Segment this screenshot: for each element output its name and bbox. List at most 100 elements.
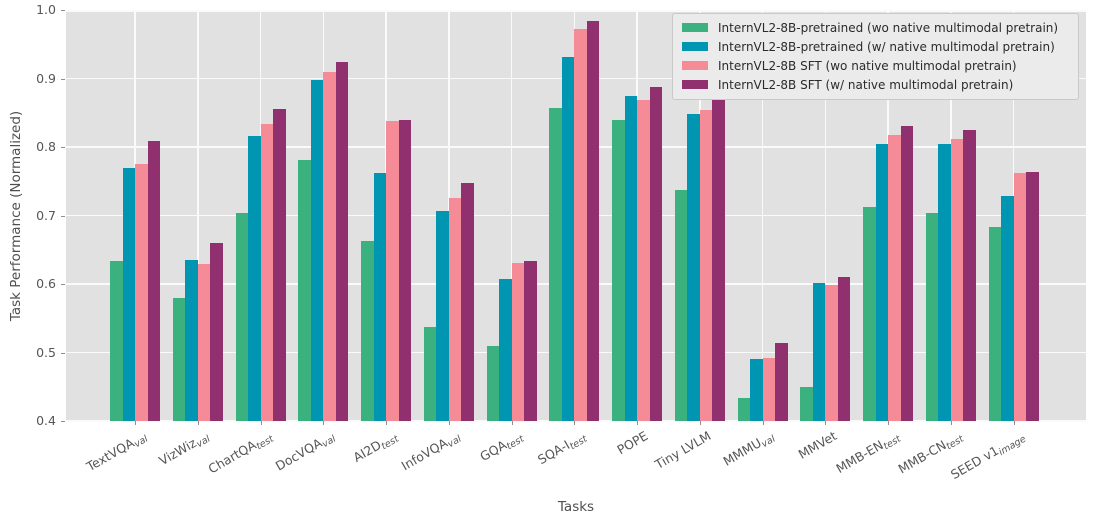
x-tick-label-subscript: image	[997, 433, 1029, 458]
x-tick-label-base: Tiny LVLM	[652, 428, 714, 472]
y-tick-mark	[61, 284, 65, 285]
x-tick-label: TextVQAval	[84, 428, 150, 476]
x-tick-label-base: MMB-CN	[895, 437, 949, 477]
bar	[273, 109, 286, 421]
x-gridline	[510, 10, 513, 421]
bar	[825, 285, 838, 421]
bar	[699, 110, 713, 421]
legend-item: InternVL2-8B SFT (w/ native multimodal p…	[682, 75, 1072, 94]
bar	[963, 129, 976, 421]
legend-item: InternVL2-8B SFT (wo native multimodal p…	[682, 56, 1072, 75]
x-tick-label: POPE	[615, 428, 651, 457]
x-tick-label-base: GQA	[477, 437, 510, 465]
x-tick-mark	[135, 421, 136, 425]
bar	[335, 62, 349, 421]
bar	[674, 190, 688, 421]
bar	[361, 240, 374, 421]
bar	[800, 387, 813, 421]
x-axis-label: Tasks	[557, 499, 595, 515]
bar	[586, 20, 600, 421]
x-gridline	[761, 10, 764, 421]
bar	[863, 207, 876, 421]
bar	[436, 211, 449, 421]
y-tick-label: 0.8	[36, 139, 56, 154]
bar	[1001, 196, 1014, 421]
bar	[260, 124, 273, 421]
bar	[1026, 171, 1039, 421]
bar	[812, 283, 826, 421]
legend-swatch	[682, 60, 708, 71]
legend-item: InternVL2-8B-pretrained (w/ native multi…	[682, 37, 1072, 56]
bar	[687, 114, 700, 421]
x-tick-label-base: DocVQA	[272, 435, 325, 474]
x-tick-mark	[1013, 421, 1015, 425]
bar	[373, 173, 386, 421]
bar	[900, 125, 913, 421]
bar	[486, 345, 499, 421]
bar	[637, 99, 650, 421]
bar	[423, 327, 437, 421]
x-tick-label-base: MMVet	[795, 428, 839, 462]
x-tick-label: GQAtest	[477, 428, 526, 466]
legend-swatch	[682, 79, 708, 90]
x-gridline	[197, 10, 199, 421]
bar	[210, 242, 223, 421]
y-tick-mark	[61, 147, 65, 148]
bar	[398, 119, 411, 421]
x-tick-label-base: POPE	[614, 428, 651, 458]
bar	[298, 160, 311, 421]
bar	[938, 144, 951, 421]
x-tick-label: ChartQAtest	[205, 428, 275, 479]
legend-item: InternVL2-8B-pretrained (wo native multi…	[682, 18, 1072, 37]
x-tick-label: MMB-ENtest	[833, 428, 903, 478]
bar	[110, 261, 123, 421]
bar	[950, 139, 964, 421]
legend-label: InternVL2-8B-pretrained (w/ native multi…	[718, 39, 1055, 54]
y-tick-label: 1.0	[36, 2, 56, 17]
y-tick-mark	[61, 352, 65, 354]
x-tick-label: VizWizval	[157, 428, 213, 470]
bar	[524, 260, 537, 421]
x-tick-label-base: TextVQA	[83, 435, 137, 475]
x-tick-label-subscript: test	[379, 433, 401, 453]
bar	[775, 342, 788, 421]
x-tick-label: Tiny LVLM	[652, 428, 713, 472]
bar	[499, 278, 512, 421]
x-tick-label-base: SEED v1	[948, 442, 1002, 483]
x-tick-label: MMVet	[795, 428, 839, 462]
legend-label: InternVL2-8B-pretrained (wo native multi…	[718, 20, 1059, 35]
x-tick-mark	[825, 421, 827, 425]
x-tick-label-subscript: test	[504, 433, 527, 453]
bar	[549, 107, 562, 421]
bar	[511, 263, 524, 421]
legend-swatch	[682, 41, 708, 52]
x-tick-mark	[699, 421, 701, 425]
bar	[323, 71, 336, 421]
bar	[624, 95, 637, 421]
bar	[122, 167, 135, 421]
x-tick-label: AI2Dtest	[350, 428, 400, 467]
legend-label: InternVL2-8B SFT (wo native multimodal p…	[718, 58, 1017, 73]
bar	[888, 135, 901, 421]
x-tick-mark	[386, 421, 387, 425]
bar	[461, 182, 474, 421]
y-tick-mark	[61, 78, 65, 80]
bar	[988, 227, 1001, 421]
legend-label: InternVL2-8B SFT (w/ native multimodal p…	[718, 77, 1014, 92]
x-tick-mark	[448, 421, 450, 425]
x-tick-mark	[637, 421, 638, 425]
y-gridline	[66, 420, 1086, 422]
x-tick-label-subscript: test	[881, 433, 903, 453]
y-tick-label: 0.6	[36, 276, 56, 291]
x-tick-label-subscript: test	[567, 433, 589, 453]
x-gridline	[824, 10, 826, 421]
bar	[750, 359, 763, 421]
bar	[310, 79, 324, 421]
y-tick-mark	[61, 10, 65, 11]
x-tick-mark	[574, 421, 576, 425]
x-tick-mark	[762, 421, 764, 425]
bar	[712, 94, 725, 421]
bar	[172, 298, 186, 421]
x-tick-label-base: MMMU	[720, 435, 764, 469]
